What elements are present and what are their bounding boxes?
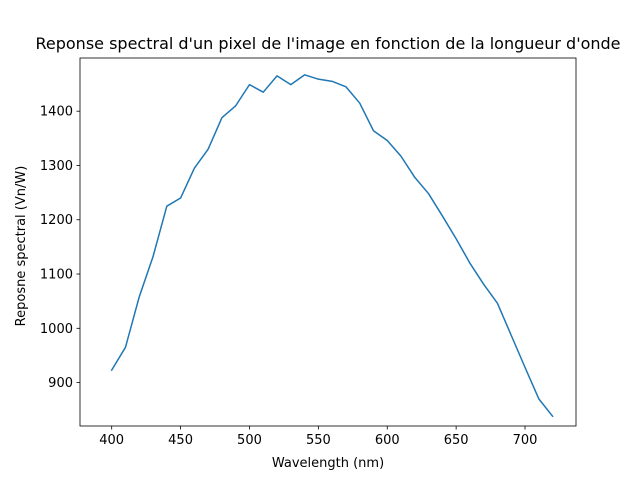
y-tick-label-1300: 1300: [40, 159, 73, 174]
x-tick-label-650: 650: [444, 433, 469, 448]
x-tick-label-600: 600: [375, 433, 400, 448]
series-line-0: [110, 74, 554, 418]
chart-title: Reponse spectral d'un pixel de l'image e…: [35, 34, 620, 53]
x-tick-label-700: 700: [513, 433, 538, 448]
x-tick-label-550: 550: [306, 433, 331, 448]
plot-area: 400 450 500 550 600 650 700 900 1000 1100 1200 1300…: [40, 57, 577, 448]
y-axis-label: Reposne spectral (Vn/W): [14, 166, 29, 327]
y-tick-label-1400: 1400: [40, 105, 73, 120]
x-tick-label-400: 400: [99, 433, 124, 448]
y-tick-label-1000: 1000: [40, 322, 73, 337]
y-tick-label-900: 900: [48, 376, 73, 391]
x-axis-label: Wavelength (nm): [272, 456, 384, 471]
x-tick-label-500: 500: [237, 433, 262, 448]
y-tick-label-1100: 1100: [40, 268, 73, 283]
y-tick-label-1200: 1200: [40, 213, 73, 228]
plot-frame: [79, 57, 577, 427]
x-tick-label-450: 450: [168, 433, 193, 448]
